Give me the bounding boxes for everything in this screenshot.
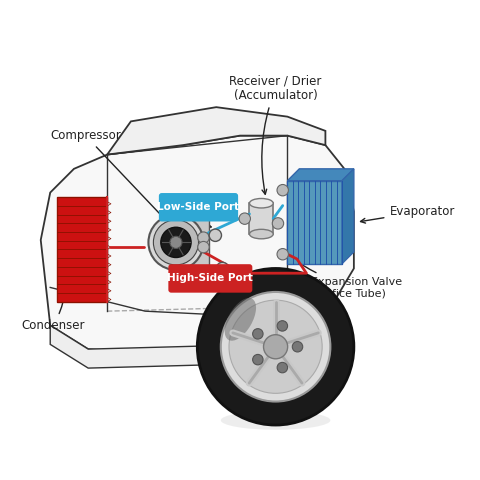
Circle shape (292, 342, 303, 352)
Circle shape (209, 229, 221, 241)
Circle shape (277, 184, 288, 196)
Circle shape (154, 220, 199, 265)
Polygon shape (107, 107, 325, 155)
Circle shape (252, 354, 263, 365)
Ellipse shape (221, 411, 330, 430)
Polygon shape (50, 316, 325, 368)
Ellipse shape (225, 298, 256, 341)
Circle shape (198, 241, 209, 253)
Circle shape (239, 213, 251, 224)
Circle shape (264, 335, 288, 359)
Circle shape (170, 236, 182, 249)
Text: Receiver / Drier
(Accumulator): Receiver / Drier (Accumulator) (229, 74, 322, 194)
Bar (57, 197, 107, 301)
Circle shape (148, 215, 204, 270)
Circle shape (216, 262, 228, 275)
Circle shape (272, 218, 284, 229)
Circle shape (277, 321, 288, 331)
Circle shape (198, 232, 209, 243)
Polygon shape (342, 169, 354, 264)
Text: Evaporator: Evaporator (360, 205, 455, 223)
Bar (250, 203, 273, 234)
FancyBboxPatch shape (168, 264, 252, 293)
Ellipse shape (250, 229, 273, 239)
Text: Condenser: Condenser (22, 287, 85, 332)
Bar (180, 215, 209, 270)
Circle shape (277, 249, 288, 260)
Polygon shape (288, 169, 354, 180)
Text: High-Side Port: High-Side Port (168, 274, 253, 283)
Ellipse shape (250, 199, 273, 208)
Bar (288, 180, 342, 264)
Text: Expansion Valve
(Orifice Tube): Expansion Valve (Orifice Tube) (293, 259, 402, 298)
Text: Compressor: Compressor (50, 129, 168, 223)
Circle shape (277, 362, 288, 373)
Polygon shape (41, 136, 354, 354)
Circle shape (252, 329, 263, 339)
Text: Low-Side Port: Low-Side Port (157, 202, 240, 212)
Circle shape (229, 300, 322, 393)
Circle shape (161, 227, 191, 257)
Circle shape (221, 292, 330, 402)
Circle shape (197, 268, 354, 425)
FancyBboxPatch shape (159, 193, 238, 221)
